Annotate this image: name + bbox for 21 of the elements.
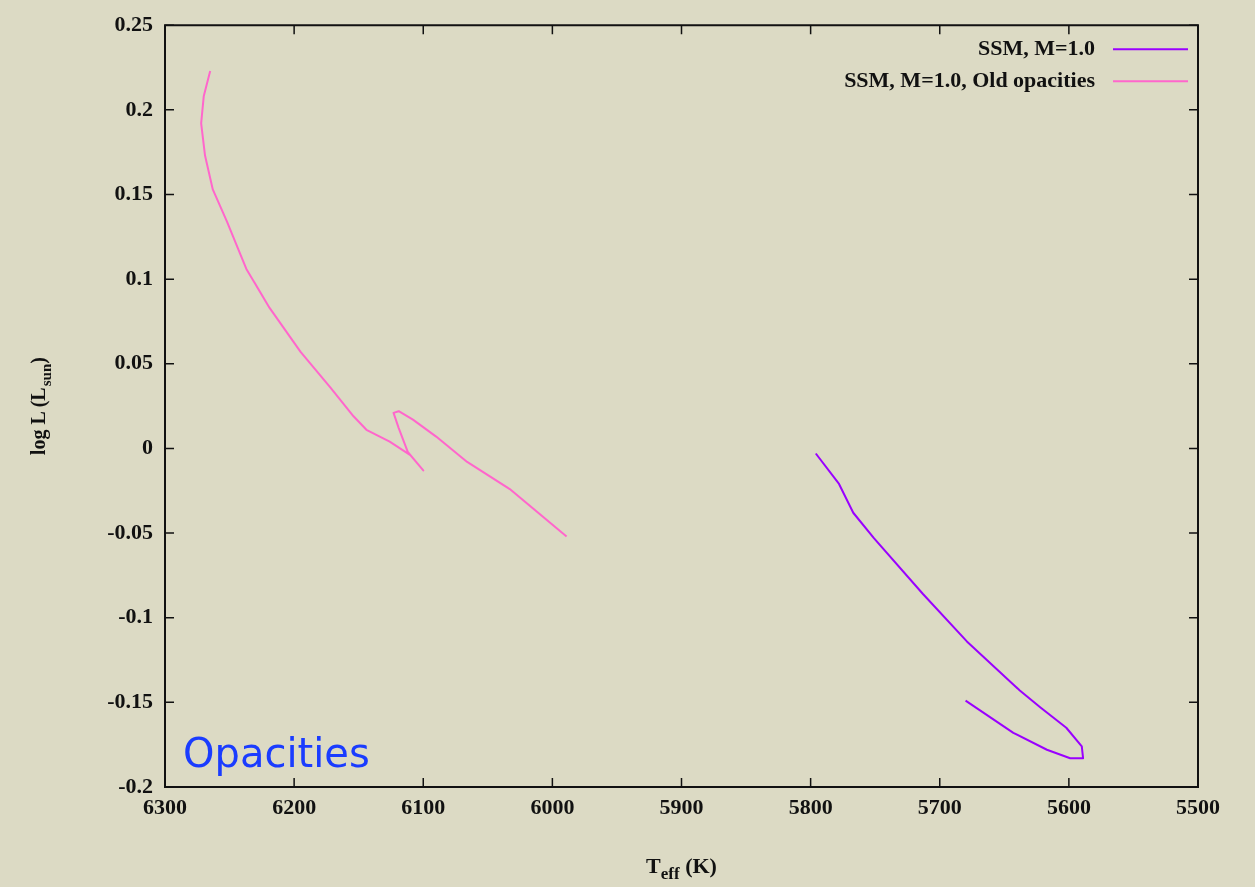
x-tick-label: 5700 xyxy=(917,793,962,819)
y-tick-label: -0.05 xyxy=(107,518,153,544)
legend-label: SSM, M=1.0, Old opacities xyxy=(844,66,1096,92)
x-tick-label: 6100 xyxy=(401,793,446,819)
x-tick-label: 5600 xyxy=(1046,793,1091,819)
y-tick-label: 0.1 xyxy=(125,264,153,290)
y-tick-label: 0 xyxy=(142,434,153,460)
x-tick-label: 5800 xyxy=(788,793,833,819)
y-tick-label: 0.05 xyxy=(114,349,153,375)
legend-label: SSM, M=1.0 xyxy=(977,34,1095,60)
y-tick-label: 0.2 xyxy=(125,95,153,121)
annotation: Opacities xyxy=(183,730,370,776)
y-tick-label: 0.15 xyxy=(114,180,153,206)
y-tick-label: -0.15 xyxy=(107,688,153,714)
x-tick-label: 5900 xyxy=(659,793,704,819)
x-tick-label: 5500 xyxy=(1176,793,1220,819)
x-tick-label: 6200 xyxy=(272,793,317,819)
y-tick-label: -0.1 xyxy=(118,603,153,629)
y-axis-title: log L (Lsun) xyxy=(27,357,54,456)
y-tick-label: 0.25 xyxy=(114,10,153,36)
x-tick-label: 6000 xyxy=(530,793,575,819)
